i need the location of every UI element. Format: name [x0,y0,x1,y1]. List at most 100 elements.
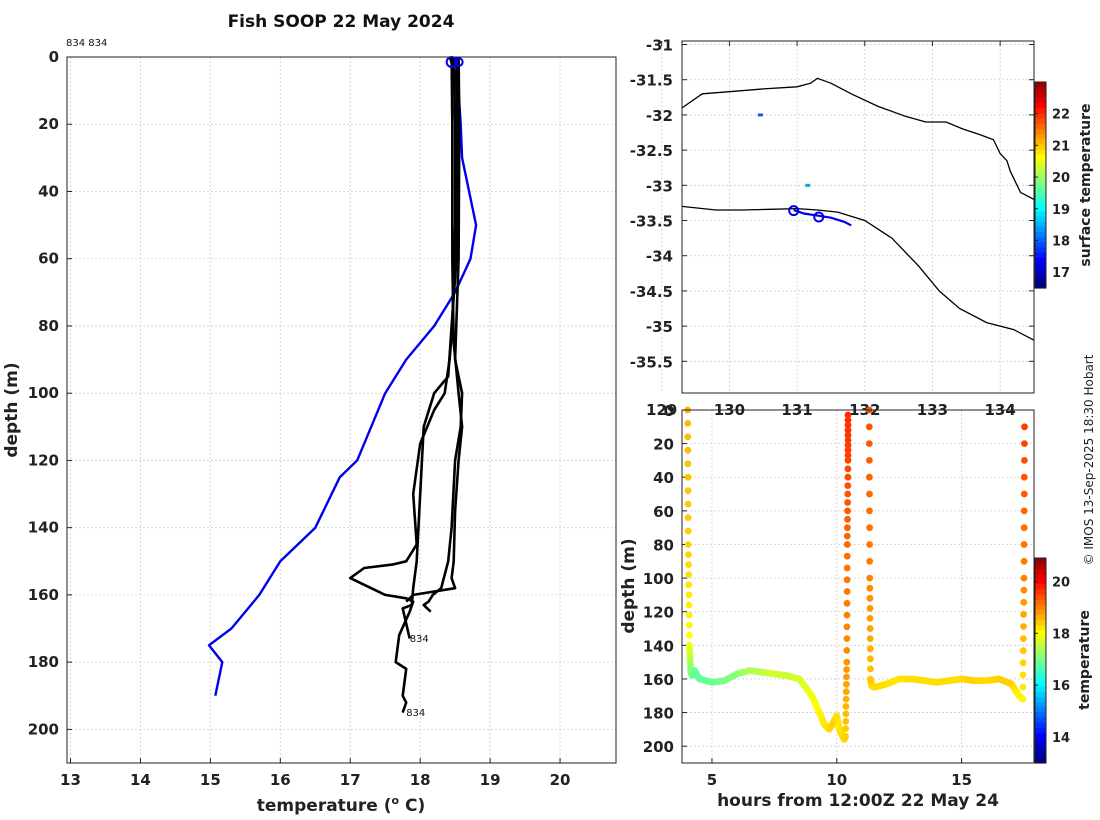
ts-colorbar-swatch [1035,732,1046,738]
temperature-point [866,615,874,622]
ts-y-tick-label: 0 [664,402,674,420]
x-tick-label: 17 [340,771,361,789]
temperature-point [1020,574,1028,582]
temperature-point [866,574,874,582]
temperature-point [843,541,851,548]
map-colorbar-swatch [1035,195,1046,202]
map-colorbar-swatch [1035,267,1046,274]
ts-colorbar-swatch [1035,619,1046,626]
ts-colorbar-tick-label: 20 [1052,575,1070,590]
temperature-point [866,625,874,632]
timeseries-x-axis-label: hours from 12:00Z 22 May 24 [717,791,999,811]
map-colorbar-swatch [1035,221,1046,227]
map-colorbar-swatch [1035,118,1046,124]
temperature-point [842,717,850,725]
map-colorbar-swatch [1035,133,1046,140]
temperature-point [865,440,873,447]
temperature-point [844,436,852,444]
temperature-point [1019,683,1027,691]
temperature-point [844,457,852,464]
map-colorbar-swatch [1035,107,1046,114]
map-colorbar-swatch [1035,138,1046,145]
coastline-north [681,77,1035,200]
map-colorbar-swatch [1035,143,1046,150]
map-lat-tick-label: -31.5 [630,72,673,90]
station-marker [813,211,825,223]
temperature-point [684,527,692,535]
ts-colorbar-swatch [1035,634,1046,641]
ts-y-tick-label: 160 [643,671,674,689]
watermark: © IMOS 13-Sep-2025 18:30 Hobart [1082,354,1096,565]
y-tick-label: 20 [38,115,59,133]
y-tick-label: 0 [49,48,59,66]
temperature-point [842,695,850,703]
temperature-point [684,433,692,441]
map-colorbar-swatch [1035,190,1046,196]
map-colorbar-swatch [1035,241,1046,248]
ts-colorbar-swatch [1035,660,1046,667]
map-lat-tick-label: -35.5 [630,353,673,371]
ts-colorbar-swatch [1035,578,1046,585]
sst-point [805,183,811,187]
temperature-point [866,473,873,481]
station-marker [788,205,800,217]
x-tick-label: 19 [480,771,501,789]
temperature-point [1020,490,1028,498]
ts-colorbar-swatch [1035,563,1046,569]
map-colorbar-swatch [1035,154,1046,160]
x-tick-label: 16 [270,771,291,789]
timeseries-y-axis-label: depth (m) [619,538,639,633]
profile-axes-frame [66,56,617,764]
temperature-point [1021,423,1028,431]
ts-colorbar-swatch [1035,727,1046,733]
map-panel: -31 -31.5 -32 -32.5 -33 -33.5 -34 -34.5 -35 -35.5… [630,37,1094,419]
y-tick-label: 140 [28,519,59,537]
temperature-point [866,457,873,464]
ts-colorbar-swatch [1035,583,1046,590]
map-colorbar-swatch [1035,226,1046,232]
temperature-point [866,645,874,653]
surface-start-marker [453,57,464,68]
temperature-point [844,426,852,434]
temperature-point [843,623,851,631]
ts-colorbar-swatch [1035,670,1046,677]
temperature-point [1019,695,1027,703]
temperature-point [843,532,851,540]
ts-colorbar-swatch [1035,650,1046,656]
temperature-point [844,473,852,481]
ts-colorbar-swatch [1035,696,1046,703]
temperature-point [1020,586,1028,594]
map-colorbar-swatch [1035,148,1046,155]
temperature-point [1020,623,1027,630]
map-colorbar-swatch [1035,200,1046,207]
ts-colorbar-swatch [1035,624,1046,631]
map-colorbar-swatch [1035,164,1046,171]
map-colorbar-swatch [1035,231,1046,238]
map-colorbar-tick-label: 18 [1052,234,1070,249]
temperature-point [866,541,873,548]
temperature-point [684,473,692,481]
ts-colorbar-swatch [1035,609,1046,615]
ts-colorbar-swatch [1035,599,1046,605]
x-tick-label: 20 [550,771,571,789]
map-colorbar-tick-label: 21 [1052,139,1070,154]
temperature-point [865,423,873,431]
ts-colorbar-swatch [1035,711,1046,718]
map-colorbar-swatch [1035,82,1046,88]
temperature-point [684,541,692,548]
temperature-point [685,611,693,619]
ts-colorbar-swatch [1035,573,1046,580]
temperature-point [685,591,693,599]
map-lat-tick-label: -32.5 [630,142,673,160]
temperature-point [684,500,692,508]
map-colorbar-swatch [1035,97,1046,104]
series-line-cast-3 [422,56,464,613]
ts-colorbar-swatch [1035,691,1046,697]
ts-colorbar-swatch [1035,604,1046,610]
ts-colorbar-swatch [1035,665,1046,672]
ts-colorbar-swatch [1035,747,1046,754]
y-tick-label: 100 [28,384,59,402]
temperature-point [1020,635,1027,642]
temperature-point [842,710,850,718]
ts-colorbar-swatch [1035,742,1046,749]
